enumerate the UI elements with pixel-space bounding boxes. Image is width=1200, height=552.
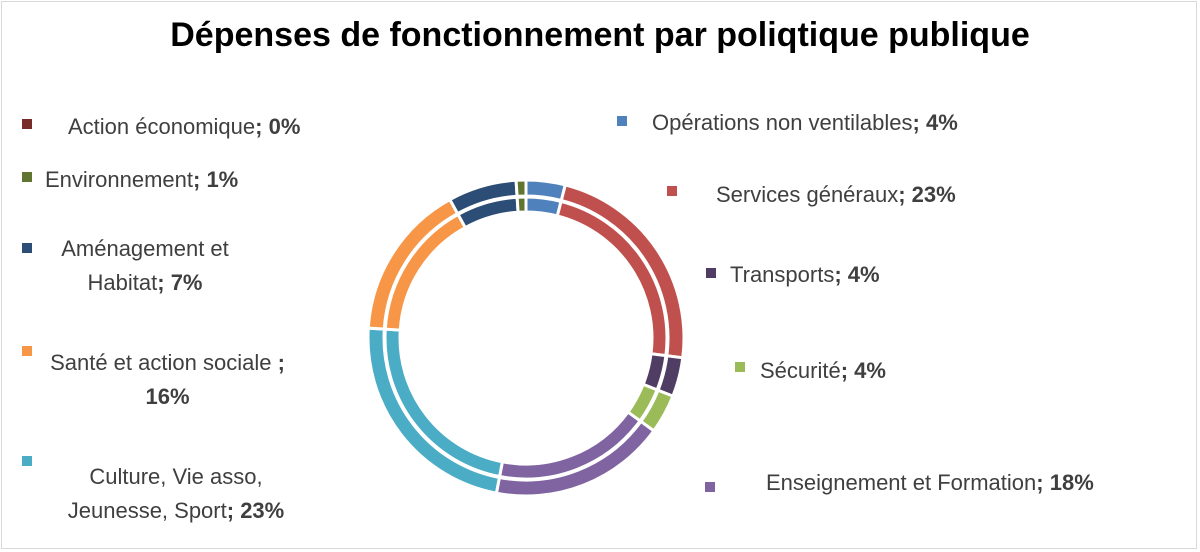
- legend-action-economique: Action économique; 0%: [68, 114, 301, 139]
- slice-inner-4: [497, 409, 643, 481]
- legend-value: 1%: [206, 167, 239, 192]
- legend-label: Opérations non ventilables: [652, 110, 913, 135]
- legend-label: Enseignement et Formation: [766, 470, 1037, 495]
- legend-label: Action économique: [68, 114, 256, 139]
- legend-value: 4%: [925, 110, 958, 135]
- legend-marker-sante: [22, 346, 32, 356]
- legend-label: Services généraux: [716, 182, 899, 207]
- legend-label: Aménagement et Habitat: [61, 236, 229, 295]
- slice-inner-0: [524, 195, 563, 218]
- legend-value: 18%: [1049, 470, 1094, 495]
- legend-securite: Sécurité; 4%: [760, 358, 886, 383]
- slice-inner-8: [515, 195, 528, 214]
- legend-label: Santé et action sociale: [50, 350, 272, 375]
- legend-marker-transports: [706, 268, 716, 278]
- slice-inner-1: [555, 199, 669, 358]
- legend-enseignement: Enseignement et Formation; 18%: [766, 470, 1094, 495]
- legend-value: 4%: [854, 358, 886, 383]
- legend-marker-operations: [617, 116, 627, 126]
- legend-marker-action-economique: [22, 119, 32, 129]
- chart-title: Dépenses de fonctionnement par poliqtiqu…: [170, 16, 1030, 54]
- legend-value: 16%: [145, 384, 190, 409]
- legend-value: 7%: [170, 270, 203, 295]
- legend-marker-culture: [22, 456, 32, 466]
- legend-label: Sécurité: [760, 358, 841, 383]
- legend-marker-services: [667, 186, 677, 196]
- legend-marker-securite: [735, 362, 745, 372]
- legend-services: Services généraux; 23%: [716, 182, 956, 207]
- legend-value: 23%: [911, 182, 956, 207]
- legend-marker-amenagement: [22, 243, 32, 253]
- legend-label: Environnement: [45, 167, 193, 192]
- legend-culture: Culture, Vie asso, Jeunesse, Sport; 23%: [67, 464, 285, 523]
- legend-operations: Opérations non ventilables; 4%: [652, 110, 958, 135]
- legend-value: 0%: [268, 114, 301, 139]
- legend-marker-enseignement: [705, 482, 715, 492]
- legend-label: Culture, Vie asso, Jeunesse, Sport: [67, 464, 263, 523]
- legend-transports: Transports; 4%: [730, 262, 880, 287]
- legend-marker-environnement: [22, 172, 32, 182]
- legend-amenagement: Aménagement et Habitat; 7%: [61, 236, 229, 295]
- slice-outer-8: [514, 178, 528, 198]
- legend-value: 4%: [847, 262, 880, 287]
- legend-environnement: Environnement; 1%: [45, 167, 239, 192]
- legend-label: Transports: [730, 262, 835, 287]
- legend-sante: Santé et action sociale ; 16%: [50, 350, 285, 409]
- legend-value: 23%: [240, 498, 285, 523]
